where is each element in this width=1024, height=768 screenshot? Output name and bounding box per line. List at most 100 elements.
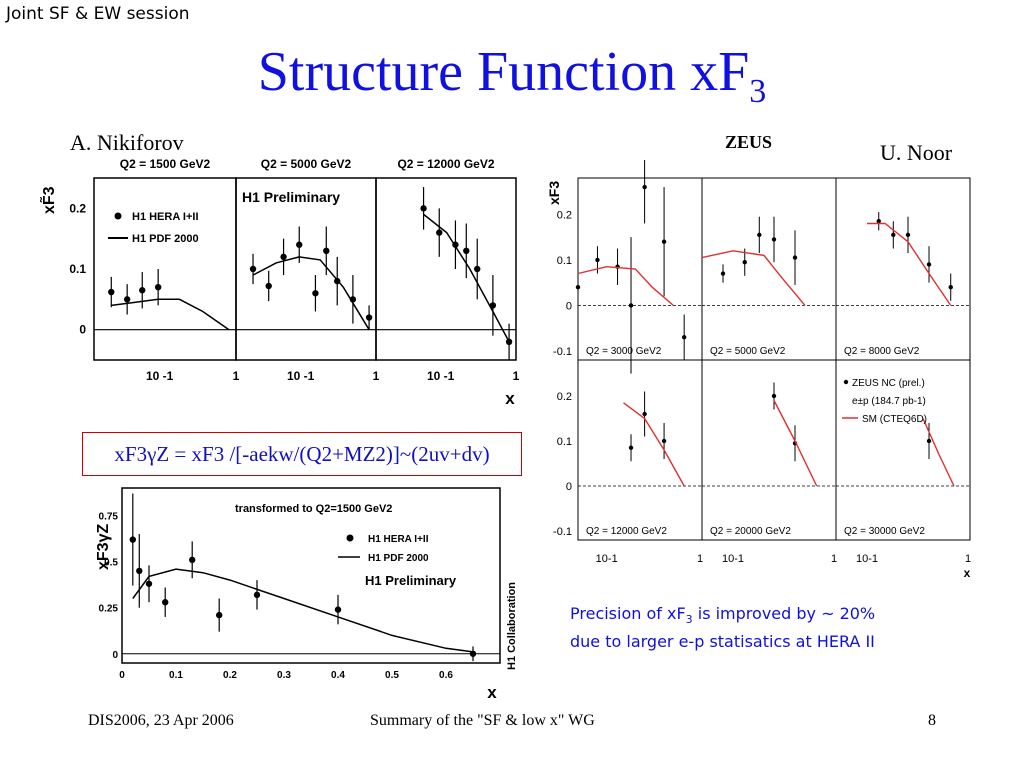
- h1t-data-point: [162, 599, 169, 606]
- h1t-xtick: 0: [119, 670, 125, 681]
- zeus-panel-frame: [701, 177, 837, 361]
- h1-data-point: [154, 284, 162, 291]
- zeus-panel-frame: [835, 177, 971, 361]
- xf3-formula: xF3γZ = xF3 /[-aekw/(Q2+MZ2)]~(2uv+dv): [82, 432, 522, 476]
- zeus-data-point: [628, 445, 634, 450]
- h1t-transform-note: transformed to Q2=1500 GeV2: [235, 503, 392, 515]
- h1t-legend-data: H1 HERA I+II: [368, 534, 429, 545]
- zeus-data-point: [792, 255, 798, 260]
- h1t-xtick: 0.2: [223, 670, 237, 681]
- zeus-legend-marker: [843, 379, 849, 385]
- zeus-legend-sm: SM (CTEQ6D): [862, 414, 927, 425]
- h1-panel-frame: [93, 177, 237, 361]
- author-right: U. Noor: [880, 140, 953, 165]
- h1t-data-point: [216, 611, 223, 619]
- zeus-xlabel: x: [964, 566, 971, 580]
- zeus-ytick: -0.1: [553, 346, 572, 358]
- h1-data-point: [365, 314, 373, 321]
- zeus-sm-curve: [701, 250, 806, 306]
- h1-pdf-curve: [111, 298, 230, 331]
- h1t-data-point: [145, 580, 153, 587]
- h1t-preliminary-label: H1 Preliminary: [365, 573, 457, 588]
- zeus-xtick: 1: [831, 553, 837, 565]
- page-number: 8: [928, 712, 936, 729]
- zeus-data-point: [720, 271, 726, 276]
- h1t-ytick: 0: [112, 650, 118, 661]
- zeus-data-point: [757, 232, 762, 238]
- footer-summary: Summary of the "SF & low x" WG: [370, 712, 595, 729]
- zeus-panel-frame: [835, 359, 971, 541]
- h1-ytick: 0.1: [69, 262, 86, 276]
- h1t-frame: [121, 487, 501, 664]
- h1-legend-data: H1 HERA I+II: [132, 211, 199, 223]
- h1-legend-pdf: H1 PDF 2000: [132, 233, 199, 245]
- h1-data-point: [123, 296, 131, 303]
- h1-xtick: 10 -1: [427, 369, 455, 383]
- zeus-data-point: [771, 393, 777, 399]
- h1-ytick: 0.2: [69, 201, 86, 215]
- h1-pdf-curve: [423, 213, 510, 343]
- zeus-xtick: 10-1: [722, 553, 744, 565]
- h1t-ytick: 0.75: [99, 512, 119, 523]
- h1-transformed-chart: 0 0.25 0.5 0.75 0 0.1 0.2 0.3 0.4 0.5 0.6 x xF3γZ tra…: [95, 487, 518, 702]
- h1-panel-frame: [235, 177, 377, 361]
- h1-data-point: [296, 241, 303, 248]
- h1t-data-point: [253, 591, 261, 599]
- h1-xf3-chart: xF̃3 0 0.1 0.2 Q2 = 1500 GeV2 10 -1 1 Q2 = 5000…: [38, 157, 520, 408]
- h1-xtick: 1: [373, 369, 380, 383]
- h1-data-point: [312, 290, 319, 297]
- h1-data-point: [139, 287, 146, 294]
- h1-xtick: 1: [233, 369, 240, 383]
- zeus-data-point: [595, 257, 600, 263]
- zeus-ytick: 0.1: [557, 255, 572, 267]
- h1t-xlabel: x: [487, 683, 497, 702]
- zeus-panel-label: Q2 = 20000 GeV2: [710, 526, 791, 537]
- h1t-xtick: 0.4: [331, 670, 345, 681]
- h1-data-point: [323, 247, 330, 254]
- h1t-xtick: 0.1: [169, 670, 183, 681]
- h1t-ylabel: xF3γZ: [95, 524, 112, 570]
- zeus-panel-label: Q2 = 30000 GeV2: [844, 526, 925, 537]
- zeus-data-point: [628, 303, 634, 308]
- h1t-data-point: [189, 556, 196, 564]
- h1t-xtick: 0.6: [439, 670, 453, 681]
- zeus-panel-label: Q2 = 3000 GeV2: [586, 346, 662, 357]
- zeus-data-point: [926, 262, 932, 267]
- zeus-ytick: 0.2: [557, 391, 572, 403]
- zeus-xtick: 1: [697, 553, 703, 565]
- zeus-data-point: [905, 232, 911, 238]
- zeus-panel-label: Q2 = 12000 GeV2: [586, 526, 667, 537]
- h1-data-point: [265, 282, 272, 290]
- h1t-legend-pdf: H1 PDF 2000: [368, 553, 429, 564]
- h1t-xtick: 0.5: [385, 670, 399, 681]
- h1-data-point: [280, 253, 287, 261]
- zeus-sm-curve: [623, 402, 685, 487]
- zeus-ytick: 0.1: [557, 436, 572, 448]
- zeus-ytick: 0.2: [557, 209, 572, 221]
- zeus-legend-data: ZEUS NC (prel.): [852, 378, 925, 389]
- zeus-panel-frame: [577, 359, 703, 541]
- h1-data-point: [249, 265, 257, 273]
- zeus-ytick: 0: [566, 481, 572, 493]
- h1-preliminary-label: H1 Preliminary: [242, 189, 340, 205]
- zeus-data-point: [771, 237, 777, 242]
- zeus-sm-curve: [922, 418, 955, 487]
- h1t-ytick: 0.25: [99, 604, 119, 615]
- h1t-collaboration-label: H1 Collaboration: [506, 582, 518, 670]
- zeus-data-point: [681, 335, 687, 340]
- h1t-ytick: 0.5: [104, 558, 118, 569]
- zeus-data-point: [742, 259, 747, 265]
- h1-pdf-curve: [252, 256, 370, 331]
- zeus-data-point: [661, 438, 667, 444]
- h1-xlabel: x: [505, 389, 515, 408]
- zeus-data-point: [642, 184, 647, 190]
- zeus-xtick: 10-1: [856, 553, 878, 565]
- zeus-panel-frame: [701, 359, 837, 541]
- zeus-xtick: 1: [965, 553, 971, 565]
- zeus-xtick: 10-1: [596, 553, 618, 565]
- author-left: A. Nikiforov: [70, 130, 184, 155]
- zeus-xf3-chart: xF3 -0.1 0 0.1 0.2 Q2 = 3000 GeV2 Q2 = 5000 Ge…: [546, 160, 971, 580]
- h1t-data-point: [334, 606, 342, 613]
- footer-date: DIS2006, 23 Apr 2006: [88, 712, 234, 729]
- zeus-sm-curve: [577, 265, 674, 306]
